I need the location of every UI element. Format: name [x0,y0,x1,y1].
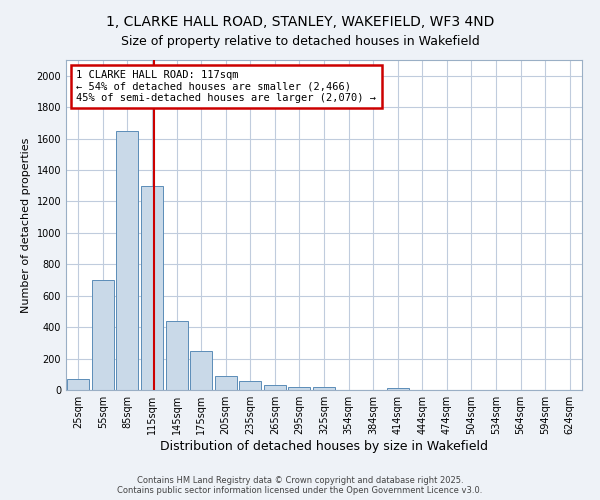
Bar [116,130,139,390]
Bar [166,321,188,390]
Text: 1, CLARKE HALL ROAD, STANLEY, WAKEFIELD, WF3 4ND: 1, CLARKE HALL ROAD, STANLEY, WAKEFIELD,… [106,15,494,29]
Bar [92,280,114,390]
Text: Size of property relative to detached houses in Wakefield: Size of property relative to detached ho… [121,35,479,48]
Bar [386,388,409,390]
Bar [289,387,310,390]
Bar [264,386,286,390]
Text: Contains HM Land Registry data © Crown copyright and database right 2025.
Contai: Contains HM Land Registry data © Crown c… [118,476,482,495]
Bar [141,186,163,390]
Bar [190,350,212,390]
Bar [239,382,262,390]
Text: 1 CLARKE HALL ROAD: 117sqm
← 54% of detached houses are smaller (2,466)
45% of s: 1 CLARKE HALL ROAD: 117sqm ← 54% of deta… [76,70,376,103]
Y-axis label: Number of detached properties: Number of detached properties [21,138,31,312]
Bar [67,379,89,390]
X-axis label: Distribution of detached houses by size in Wakefield: Distribution of detached houses by size … [160,440,488,453]
Bar [313,387,335,390]
Bar [215,376,237,390]
